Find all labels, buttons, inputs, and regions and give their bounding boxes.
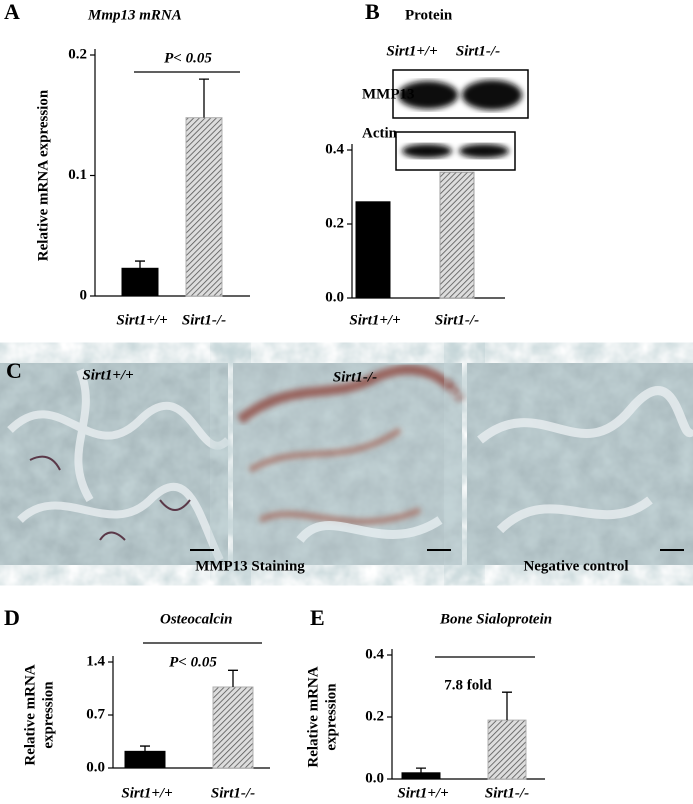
error-bar — [135, 260, 145, 269]
y-axis-label: Relative mRNA — [305, 666, 321, 767]
panel-label: C — [6, 358, 22, 383]
x-tick-label: Sirt1+/+ — [349, 312, 400, 328]
bar — [439, 171, 475, 299]
image-label: Sirt1+/+ — [82, 367, 133, 383]
panel-label: D — [4, 605, 20, 630]
y-tick-label: 0.4 — [365, 646, 384, 662]
caption: MMP13 Staining — [195, 558, 305, 574]
x-tick-label: Sirt1+/+ — [121, 785, 172, 801]
chart-title: Bone Sialoprotein — [439, 611, 552, 627]
y-tick-label: 0.2 — [68, 46, 87, 62]
error-bar — [502, 691, 512, 721]
panel-label: A — [4, 0, 20, 24]
error-bar — [416, 767, 426, 773]
y-tick-label: 0 — [80, 287, 88, 303]
y-axis-label: Relative mRNA expression — [35, 89, 51, 261]
bar — [212, 686, 254, 769]
image-label: Sirt1-/- — [333, 369, 377, 385]
panel-label: E — [310, 605, 325, 630]
chart-title: Protein — [405, 7, 453, 23]
bar — [355, 201, 391, 299]
y-axis-label: expression — [323, 683, 339, 751]
panel-label: B — [365, 0, 380, 24]
x-tick-label: Sirt1+/+ — [116, 312, 167, 328]
bar — [487, 719, 527, 780]
x-tick-label: Sirt1+/+ — [397, 785, 448, 801]
western-blot — [392, 69, 529, 171]
y-axis-label: expression — [40, 681, 56, 749]
lane-label: Sirt1-/- — [456, 43, 500, 59]
y-tick-label: 0.7 — [86, 706, 105, 722]
y-tick-label: 0.2 — [325, 215, 344, 231]
blot-label: MMP13 — [362, 86, 414, 102]
y-tick-label: 0.4 — [325, 141, 344, 157]
error-bar — [199, 78, 209, 118]
y-axis-label: Relative mRNA — [22, 664, 38, 765]
chart-title: Mmp13 mRNA — [87, 7, 182, 23]
bar — [185, 117, 223, 297]
micrographs — [0, 363, 693, 565]
bar — [124, 750, 166, 769]
blot-label: Actin — [362, 125, 398, 141]
y-tick-label: 1.4 — [86, 653, 105, 669]
annotation: P< 0.05 — [164, 50, 212, 66]
error-bar — [228, 669, 238, 687]
bar — [401, 772, 441, 780]
y-tick-label: 0.0 — [86, 759, 105, 775]
bar — [121, 267, 159, 297]
x-tick-label: Sirt1-/- — [485, 785, 529, 801]
annotation: 7.8 fold — [444, 677, 492, 693]
caption: Negative control — [523, 558, 628, 574]
y-tick-label: 0.1 — [68, 167, 87, 183]
x-tick-label: Sirt1-/- — [211, 785, 255, 801]
lane-label: Sirt1+/+ — [386, 43, 437, 59]
annotation: P< 0.05 — [169, 654, 217, 670]
x-tick-label: Sirt1-/- — [435, 312, 479, 328]
y-tick-label: 0.0 — [365, 770, 384, 786]
error-bar — [140, 745, 150, 752]
y-tick-label: 0.0 — [325, 289, 344, 305]
x-tick-label: Sirt1-/- — [182, 312, 226, 328]
chart-title: Osteocalcin — [160, 611, 233, 627]
y-tick-label: 0.2 — [365, 708, 384, 724]
